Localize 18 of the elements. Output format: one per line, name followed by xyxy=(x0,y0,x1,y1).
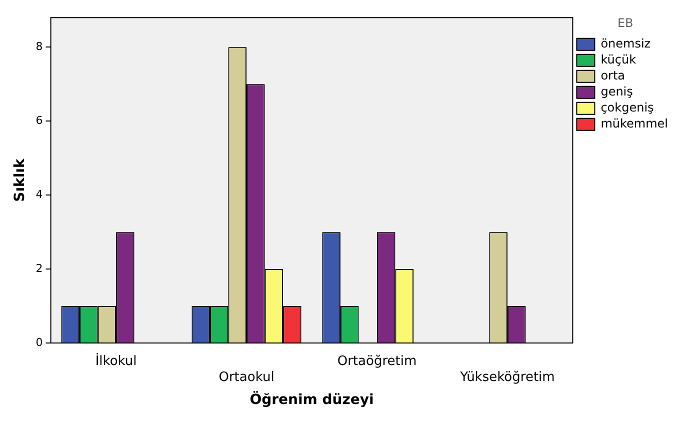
y-tick-label: 2 xyxy=(36,262,43,275)
y-tick-label: 4 xyxy=(36,188,43,201)
x-tick-label: Yükseköğretim xyxy=(459,370,555,385)
legend-title: EB xyxy=(617,16,634,30)
legend-label: orta xyxy=(600,68,626,83)
y-tick-label: 6 xyxy=(36,114,43,127)
y-tick-label: 0 xyxy=(36,336,43,349)
x-tick-label: Ortaöğretim xyxy=(337,354,417,370)
y-axis-title: Sıklık xyxy=(12,158,28,202)
legend-label: önemsiz xyxy=(600,36,651,51)
legend-label: mükemmel xyxy=(600,116,668,131)
x-axis-title: Öğrenim düzeyi xyxy=(250,391,374,408)
legend-label: küçük xyxy=(600,52,636,67)
legend-label: çokgeniş xyxy=(600,100,654,115)
x-tick-label: İlkokul xyxy=(95,353,137,370)
legend-label: geniş xyxy=(600,84,633,99)
y-tick-label: 8 xyxy=(36,40,43,54)
x-tick-label: Ortaokul xyxy=(218,370,274,385)
